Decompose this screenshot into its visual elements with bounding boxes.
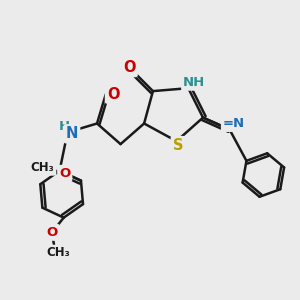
Text: =N: =N — [223, 117, 245, 130]
Text: O: O — [107, 87, 119, 102]
Text: H: H — [59, 120, 70, 133]
Text: N: N — [66, 126, 78, 141]
Text: CH₃: CH₃ — [46, 247, 70, 260]
Text: S: S — [173, 138, 183, 153]
Text: O: O — [59, 167, 70, 180]
Text: NH: NH — [183, 76, 205, 89]
Text: CH₃: CH₃ — [31, 161, 55, 174]
Text: O: O — [46, 226, 58, 239]
Text: O: O — [123, 60, 136, 75]
